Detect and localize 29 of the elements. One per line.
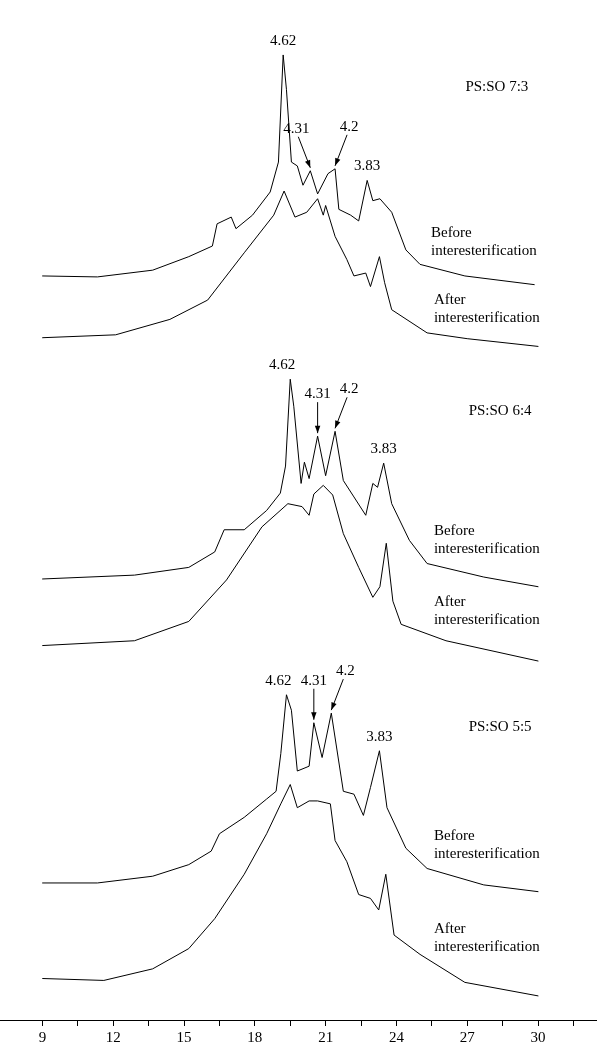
- x-tick-label: 12: [105, 1028, 121, 1045]
- annotation: 4.2: [339, 380, 359, 397]
- series-label: Before interesterification: [433, 827, 541, 862]
- annotation: 4.62: [270, 31, 297, 48]
- annotation: PS:SO 7:3: [465, 77, 529, 94]
- series-label: After interesterification: [433, 290, 541, 325]
- annotation: 3.83: [370, 440, 397, 457]
- annotation: 4.31: [300, 671, 327, 688]
- series-label: Before interesterification: [433, 522, 541, 557]
- x-tick-label: 30: [530, 1028, 546, 1045]
- annotation: 3.83: [354, 157, 381, 174]
- annotation: 4.31: [283, 119, 310, 136]
- series-label: Before interesterification: [430, 224, 538, 259]
- annotation: 4.62: [269, 356, 296, 373]
- annotation: 4.2: [335, 662, 355, 679]
- annotation: 4.62: [265, 671, 292, 688]
- x-tick-label: 24: [388, 1028, 405, 1045]
- annotation: 4.31: [304, 385, 331, 402]
- annotation: PS:SO 5:5: [468, 717, 532, 734]
- x-tick-label: 15: [176, 1028, 192, 1045]
- annotation: 4.2: [339, 117, 359, 134]
- series-label: After interesterification: [433, 593, 541, 628]
- x-tick-label: 9: [38, 1028, 47, 1045]
- annotation: PS:SO 6:4: [468, 402, 533, 419]
- series-label: After interesterification: [433, 920, 541, 955]
- annotation: 3.83: [366, 727, 393, 744]
- x-tick-label: 18: [247, 1028, 263, 1045]
- x-tick-label: 21: [318, 1028, 334, 1045]
- x-tick-label: 27: [459, 1028, 476, 1045]
